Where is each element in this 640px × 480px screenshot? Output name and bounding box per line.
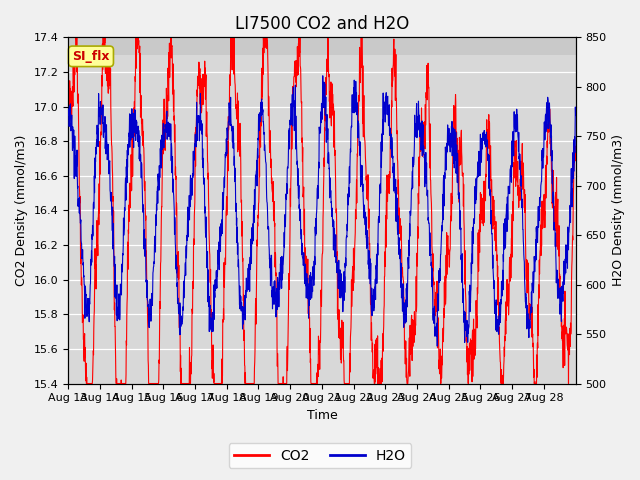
- Y-axis label: H2O Density (mmol/m3): H2O Density (mmol/m3): [612, 134, 625, 287]
- Bar: [68, 37, 575, 55]
- Legend: CO2, H2O: CO2, H2O: [228, 443, 412, 468]
- Y-axis label: CO2 Density (mmol/m3): CO2 Density (mmol/m3): [15, 135, 28, 286]
- Title: LI7500 CO2 and H2O: LI7500 CO2 and H2O: [235, 15, 409, 33]
- X-axis label: Time: Time: [307, 409, 337, 422]
- Text: SI_flx: SI_flx: [72, 50, 109, 63]
